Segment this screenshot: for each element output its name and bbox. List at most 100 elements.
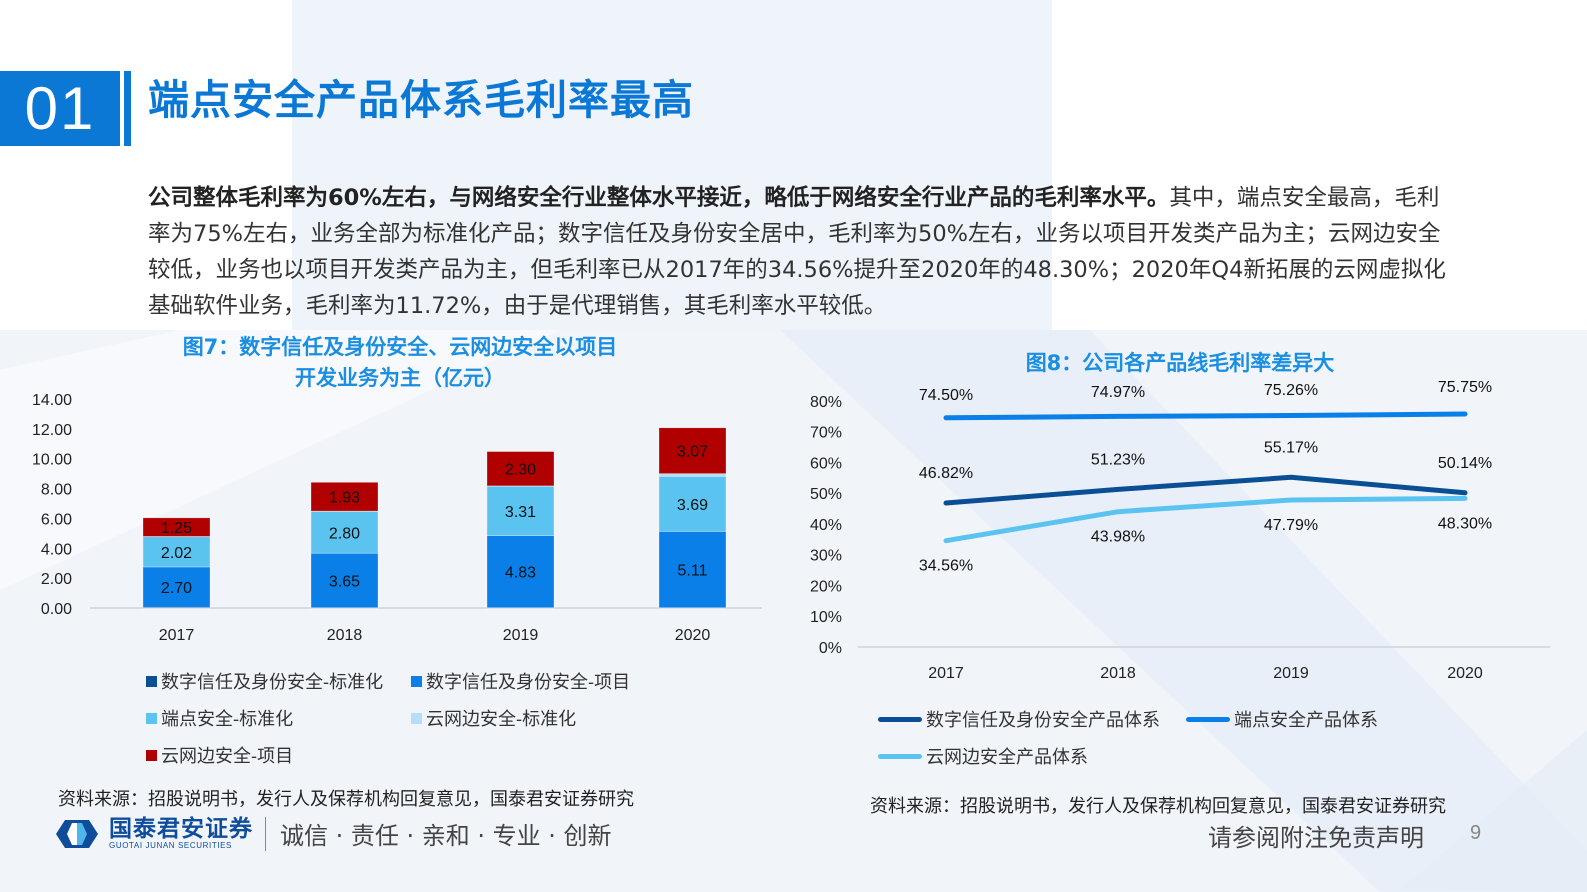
legend-line-icon [878, 753, 922, 759]
bar-value-label: 3.31 [505, 504, 536, 521]
y-tick-label: 8.00 [41, 482, 72, 499]
bar-value-label: 2.80 [329, 525, 360, 542]
x-tick-label: 2018 [1100, 665, 1136, 682]
x-tick-label: 2020 [675, 627, 711, 644]
figure7-source: 资料来源：招股说明书，发行人及保荐机构回复意见，国泰君安证券研究 [58, 789, 634, 810]
legend-item: 数字信任及身份安全-项目 [411, 668, 630, 694]
bar-segment [310, 511, 379, 554]
y-tick-label: 70% [810, 425, 842, 442]
figure7-bar-chart: 0.00 2.00 4.00 6.00 8.00 10.00 12.00 14.00 2.70 2… [32, 392, 762, 644]
legend-line-icon [1186, 716, 1230, 722]
y-tick-label: 0% [819, 640, 842, 657]
legend-item: 端点安全-标准化 [146, 705, 293, 731]
y-tick-label: 80% [810, 394, 842, 411]
figure8-title: 图8：公司各产品线毛利率差异大 [1025, 351, 1335, 375]
figure8-line-chart: 0% 10% 20% 30% 40% 50% 60% 70% 80% 2017 2018 2019 20… [810, 379, 1550, 682]
legend-item: 云网边安全-项目 [146, 742, 293, 768]
y-tick-label: 10% [810, 609, 842, 626]
y-tick-label: 40% [810, 517, 842, 534]
legend-item: 云网边安全-标准化 [411, 705, 576, 731]
figure7-title: 图7：数字信任及身份安全、云网边安全以项目 开发业务为主（亿元） [120, 332, 680, 394]
bar-segment [142, 517, 211, 537]
y-tick-label: 0.00 [41, 601, 72, 618]
y-tick-label: 6.00 [41, 511, 72, 528]
logo-text: 国泰君安证券 GUOTAI JUNAN SECURITIES [109, 817, 253, 850]
x-tick-label: 2019 [1273, 665, 1309, 682]
legend-label: 云网边安全产品体系 [926, 747, 1088, 768]
legend-swatch-icon [146, 712, 157, 724]
page-number: 9 [1470, 822, 1482, 844]
footer-slogan: 诚信 · 责任 · 亲和 · 专业 · 创新 [280, 822, 612, 850]
bar-value-label: 4.83 [505, 565, 536, 582]
bar-value-label: 3.07 [677, 444, 708, 461]
logo-text-cn: 国泰君安证券 [109, 816, 253, 842]
bar-value-label: 2.70 [161, 580, 192, 597]
legend-line-icon [878, 716, 922, 722]
x-tick-label: 2019 [503, 627, 539, 644]
legend-label: 数字信任及身份安全-标准化 [161, 672, 384, 693]
disclaimer-text: 请参阅附注免责声明 [1208, 824, 1424, 852]
background-diagonal [0, 330, 1587, 892]
bar-segment [658, 531, 727, 609]
body-normal-text: 其中，端点安全最高，毛利率为75%左右，业务全部为标准化产品；数字信任及身份安全… [148, 185, 1446, 319]
legend-swatch-icon [146, 749, 157, 761]
x-tick-label: 2017 [928, 665, 964, 682]
bar-value-label: 3.69 [677, 497, 708, 514]
y-tick-label: 14.00 [32, 392, 72, 409]
footer-logo: 国泰君安证券 GUOTAI JUNAN SECURITIES 诚信 · 责任 ·… [55, 816, 612, 851]
bar-segment [486, 535, 555, 609]
y-tick-label: 10.00 [32, 452, 72, 469]
x-tick-label: 2018 [327, 627, 363, 644]
bar-segment [310, 482, 379, 512]
bar-segment [142, 566, 211, 608]
figure8-source: 资料来源：招股说明书，发行人及保荐机构回复意见，国泰君安证券研究 [870, 796, 1446, 817]
bar-segment [486, 485, 555, 536]
line-series [943, 474, 1468, 506]
y-tick-label: 12.00 [32, 422, 72, 439]
data-point-label: 75.26% [1264, 382, 1318, 399]
bar-segment [486, 451, 555, 487]
bar-segment [658, 476, 727, 532]
legend-item: 数字信任及身份安全-标准化 [146, 668, 383, 694]
data-point-label: 75.75% [1438, 379, 1492, 396]
page-title: 端点安全产品体系毛利率最高 [148, 76, 694, 124]
section-number: 01 [0, 71, 120, 146]
data-point-label: 51.23% [1091, 451, 1145, 468]
legend-label: 数字信任及身份安全-项目 [426, 672, 631, 693]
bar-segment [658, 427, 727, 474]
data-point-label: 74.50% [919, 387, 973, 404]
legend-label: 云网边安全-标准化 [426, 709, 577, 730]
legend-item: 数字信任及身份安全产品体系 [878, 706, 1160, 732]
legend-item: 端点安全产品体系 [1186, 706, 1378, 732]
bar-value-label: 3.65 [329, 573, 360, 590]
footer-divider [265, 816, 266, 851]
x-tick-label: 2020 [1447, 665, 1483, 682]
y-tick-label: 4.00 [41, 541, 72, 558]
legend-swatch-icon [411, 712, 422, 724]
body-bold-text: 公司整体毛利率为60%左右，与网络安全行业整体水平接近，略低于网络安全行业产品的… [148, 185, 1170, 211]
logo-text-en: GUOTAI JUNAN SECURITIES [109, 841, 232, 850]
bar-segment [310, 552, 379, 609]
data-point-label: 46.82% [919, 465, 973, 482]
bar-value-label: 2.02 [161, 545, 192, 562]
data-point-label: 34.56% [919, 558, 973, 575]
y-tick-label: 50% [810, 486, 842, 503]
legend-label: 端点安全-标准化 [161, 709, 294, 730]
y-tick-label: 30% [810, 548, 842, 565]
legend-label: 端点安全产品体系 [1234, 710, 1378, 731]
data-point-label: 48.30% [1438, 515, 1492, 532]
legend-swatch-icon [411, 675, 422, 687]
body-paragraph: 公司整体毛利率为60%左右，与网络安全行业整体水平接近，略低于网络安全行业产品的… [148, 180, 1448, 324]
y-tick-label: 20% [810, 578, 842, 595]
data-point-label: 74.97% [1091, 384, 1145, 401]
legend-label: 数字信任及身份安全产品体系 [926, 710, 1160, 731]
bar-value-label: 1.93 [329, 490, 360, 507]
data-point-label: 50.14% [1438, 455, 1492, 472]
legend-item: 云网边安全产品体系 [878, 743, 1088, 769]
legend-label: 云网边安全-项目 [161, 746, 294, 767]
bar-value-label: 5.11 [678, 563, 708, 580]
data-point-label: 55.17% [1264, 439, 1318, 456]
line-series [943, 495, 1468, 544]
y-tick-label: 60% [810, 455, 842, 472]
